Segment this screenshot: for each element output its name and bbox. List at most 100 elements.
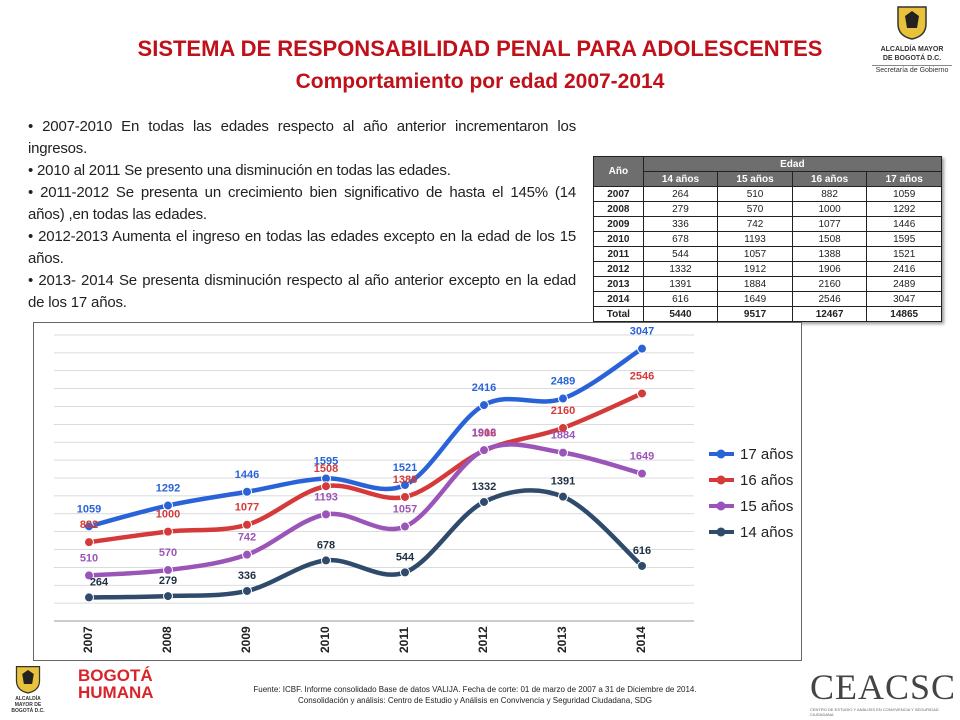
chart-svg: 2007 2008 2009 2010 2011 2012 2013 2014 1059 1292… bbox=[54, 326, 793, 653]
data-point bbox=[321, 481, 331, 492]
bogota-line-2: HUMANA bbox=[78, 683, 154, 702]
data-label: 2416 bbox=[472, 382, 496, 394]
value-cell: 1884 bbox=[717, 276, 793, 292]
total-cell: 12467 bbox=[791, 306, 868, 322]
value-cell: 510 bbox=[717, 186, 793, 202]
value-cell: 1193 bbox=[717, 231, 793, 247]
data-label: 544 bbox=[396, 551, 415, 563]
x-tick-label: 2009 bbox=[239, 626, 253, 653]
year-header: Año bbox=[593, 156, 644, 187]
footer-alcaldia-logo: ALCALDÍA MAYOR DE BOGOTÁ D.C. bbox=[6, 664, 50, 714]
data-label: 1521 bbox=[393, 462, 417, 474]
data-point bbox=[242, 549, 252, 560]
data-label: 1508 bbox=[314, 463, 338, 475]
data-point bbox=[400, 491, 410, 502]
bullet-item: 2012-2013 Aumenta el ingreso en todas la… bbox=[28, 226, 576, 270]
footer-logo-text: ALCALDÍA MAYOR DE BOGOTÁ D.C. bbox=[11, 696, 45, 714]
value-cell: 1649 bbox=[717, 291, 793, 307]
x-tick-label: 2012 bbox=[476, 626, 490, 653]
footer-coat-of-arms-icon bbox=[15, 666, 41, 694]
value-cell: 1521 bbox=[866, 246, 942, 262]
data-point bbox=[558, 393, 568, 404]
x-tick-label: 2010 bbox=[318, 626, 332, 653]
x-tick-label: 2007 bbox=[81, 626, 95, 653]
data-label: 1906 bbox=[472, 428, 496, 440]
data-point bbox=[242, 519, 252, 530]
legend-swatch-marker bbox=[716, 501, 726, 511]
value-cell: 2489 bbox=[866, 276, 942, 292]
data-label: 279 bbox=[159, 575, 177, 587]
year-cell: 2010 bbox=[593, 231, 644, 247]
table-row: 2009 336 742 1077 1446 bbox=[593, 216, 942, 232]
value-cell: 264 bbox=[642, 186, 719, 202]
data-point bbox=[558, 447, 568, 458]
bogota-line-1: BOGOTÁ bbox=[78, 666, 153, 685]
total-cell: 9517 bbox=[717, 306, 793, 322]
table-row: 2014 616 1649 2546 3047 bbox=[593, 291, 942, 307]
year-cell: 2011 bbox=[593, 246, 644, 262]
data-point bbox=[84, 537, 94, 548]
data-label: 1193 bbox=[314, 491, 338, 503]
value-cell: 1332 bbox=[642, 261, 719, 277]
data-label: 1446 bbox=[235, 469, 259, 481]
data-point bbox=[163, 500, 173, 511]
data-point bbox=[637, 560, 647, 571]
series-line bbox=[86, 442, 645, 578]
value-cell: 1077 bbox=[791, 216, 868, 232]
data-label: 3047 bbox=[630, 326, 654, 338]
year-cell: 2009 bbox=[593, 216, 644, 232]
age-column-header: 16 años bbox=[791, 171, 868, 187]
x-tick-label: 2008 bbox=[160, 626, 174, 653]
bullet-item: 2007-2010 En todas las edades respecto a… bbox=[28, 116, 576, 160]
data-label: 742 bbox=[238, 532, 256, 544]
value-cell: 678 bbox=[642, 231, 719, 247]
data-point bbox=[479, 445, 489, 456]
data-label: 1292 bbox=[156, 483, 180, 495]
data-label: 1059 bbox=[77, 503, 101, 515]
value-cell: 336 bbox=[642, 216, 719, 232]
total-cell: 14865 bbox=[866, 306, 942, 322]
legend-label: 17 años bbox=[740, 446, 793, 463]
data-point bbox=[84, 570, 94, 581]
value-cell: 1595 bbox=[866, 231, 942, 247]
bullet-item: 2013- 2014 Se presenta disminución respe… bbox=[28, 270, 576, 314]
value-cell: 2160 bbox=[791, 276, 868, 292]
value-cell: 742 bbox=[717, 216, 793, 232]
data-label: 1057 bbox=[393, 504, 417, 516]
value-cell: 1446 bbox=[866, 216, 942, 232]
logo-line-3: Secretaría de Gobierno bbox=[872, 65, 952, 74]
data-point bbox=[400, 480, 410, 491]
page-title: SISTEMA DE RESPONSABILIDAD PENAL PARA AD… bbox=[137, 36, 823, 61]
legend-label: 15 años bbox=[740, 498, 793, 515]
ceacsc-tagline: CENTRO DE ESTUDIO Y ANÁLISIS EN CONVIVEN… bbox=[810, 707, 939, 717]
page-subtitle: Comportamiento por edad 2007-2014 bbox=[295, 70, 665, 93]
value-cell: 2416 bbox=[866, 261, 942, 277]
series-line bbox=[86, 346, 645, 529]
data-point bbox=[558, 491, 568, 502]
total-label: Total bbox=[593, 306, 644, 322]
data-label: 1595 bbox=[314, 455, 338, 467]
series-line bbox=[86, 391, 645, 545]
bullet-item: 2011-2012 Se presenta un crecimiento bie… bbox=[28, 182, 576, 226]
year-cell: 2007 bbox=[593, 186, 644, 202]
data-label: 2160 bbox=[551, 405, 575, 417]
data-point bbox=[163, 526, 173, 537]
data-point bbox=[163, 591, 173, 602]
data-point bbox=[321, 509, 331, 520]
data-point bbox=[637, 343, 647, 354]
bogota-humana-logo: BOGOTÁ HUMANA bbox=[78, 667, 154, 701]
data-label: 1000 bbox=[156, 509, 180, 521]
value-cell: 279 bbox=[642, 201, 719, 217]
legend-swatch-marker bbox=[716, 449, 726, 459]
data-point bbox=[558, 422, 568, 433]
data-point bbox=[637, 468, 647, 479]
year-cell: 2012 bbox=[593, 261, 644, 277]
ceacsc-wordmark: CEACSC bbox=[810, 667, 957, 707]
value-cell: 1508 bbox=[791, 231, 868, 247]
year-cell: 2014 bbox=[593, 291, 644, 307]
source-line-1: Fuente: ICBF. Informe consolidado Base d… bbox=[253, 685, 697, 694]
table-row: 2008 279 570 1000 1292 bbox=[593, 201, 942, 217]
data-point bbox=[479, 496, 489, 507]
data-point bbox=[637, 388, 647, 399]
age-column-header: 15 años bbox=[717, 171, 793, 187]
